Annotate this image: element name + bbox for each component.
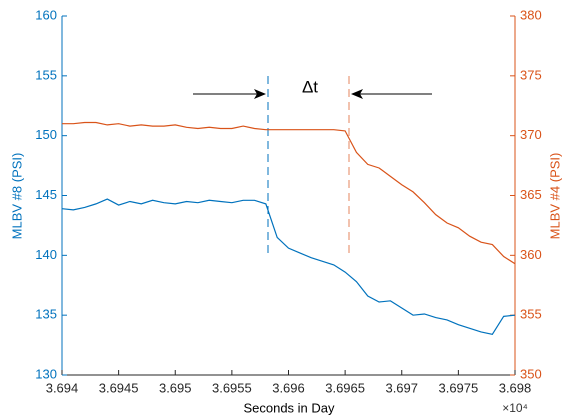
y2-tick-label: 355 (520, 307, 542, 322)
y-tick-label: 140 (35, 247, 57, 262)
x-tick-label: 3.695 (159, 380, 192, 395)
x-tick-label: 3.697 (385, 380, 418, 395)
x-axis-label: Seconds in Day (243, 400, 335, 415)
series-line (62, 121, 516, 265)
x-tick-label: 3.6945 (99, 380, 139, 395)
y-tick-label: 155 (35, 67, 57, 82)
x-tick-label: 3.698 (499, 380, 532, 395)
y2-tick-label: 360 (520, 247, 542, 262)
x-tick-label: 3.6975 (438, 380, 478, 395)
x-tick-label: 3.694 (46, 380, 79, 395)
y2-tick-label: 365 (520, 187, 542, 202)
y2-tick-label: 375 (520, 67, 542, 82)
y2-tick-label: 370 (520, 127, 542, 142)
x-tick-label: 3.6965 (325, 380, 365, 395)
y-axis-label: MLBV #8 (PSI) (9, 153, 24, 240)
y2-tick-label: 350 (520, 366, 542, 381)
y-tick-label: 150 (35, 127, 57, 142)
y-tick-label: 160 (35, 7, 57, 22)
x-scale-label: ×10⁴ (502, 401, 528, 415)
y-tick-label: 130 (35, 366, 57, 381)
annotation: Δt (302, 77, 318, 96)
y2-tick-label: 380 (520, 7, 542, 22)
y-tick-label: 135 (35, 307, 57, 322)
x-tick-label: 3.696 (272, 380, 305, 395)
y-tick-label: 145 (35, 187, 57, 202)
y2-axis-label: MLBV #4 (PSI) (547, 153, 562, 240)
x-tick-label: 3.6955 (212, 380, 252, 395)
series-line (61, 198, 516, 335)
